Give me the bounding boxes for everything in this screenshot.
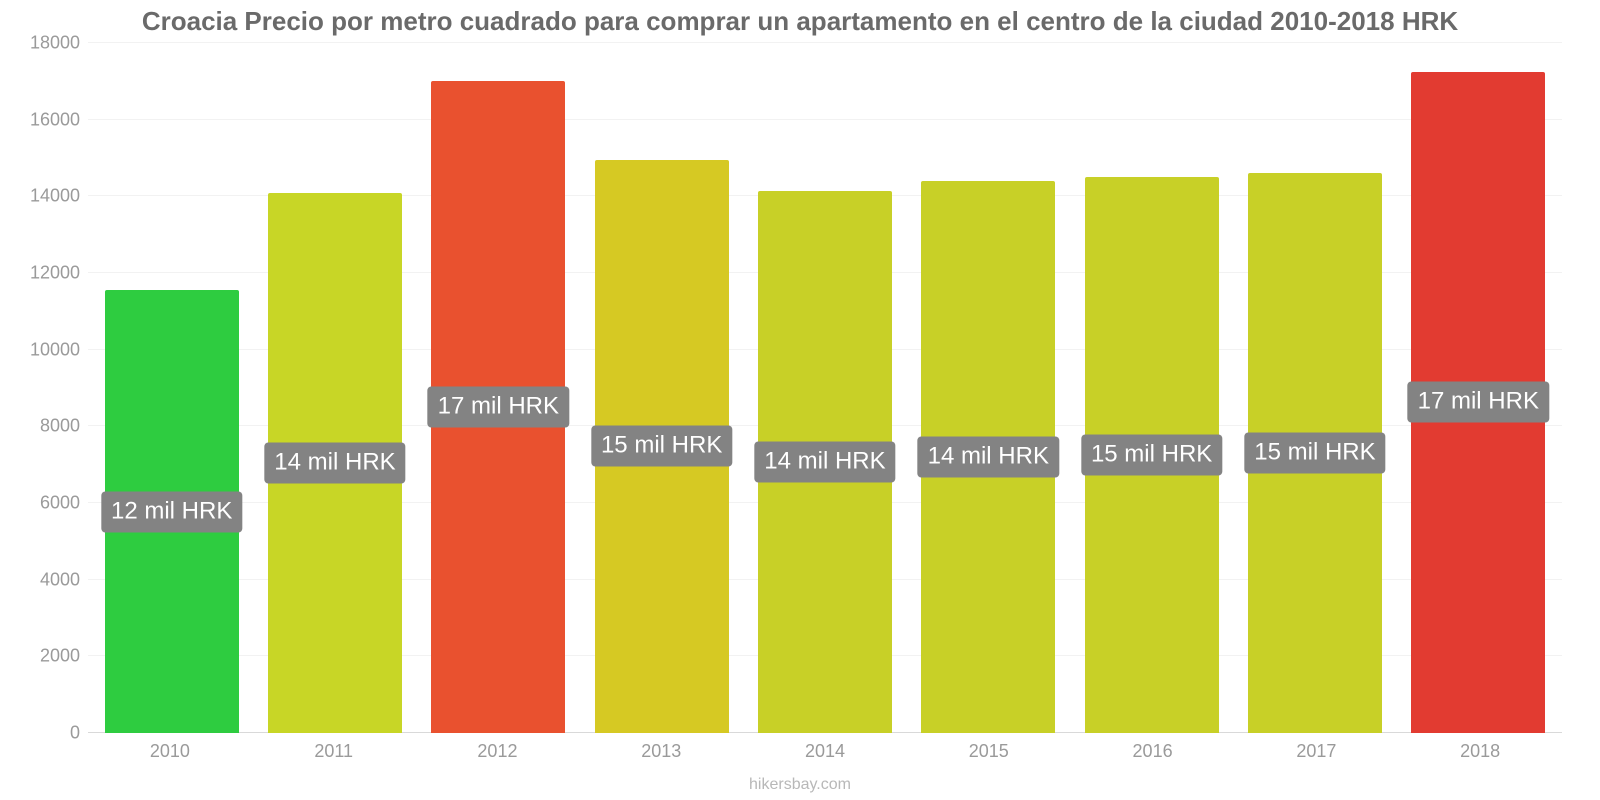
x-tick-label: 2014 (743, 741, 907, 762)
y-tick-label: 6000 (24, 493, 80, 514)
x-tick-label: 2010 (88, 741, 252, 762)
chart-container: Croacia Precio por metro cuadrado para c… (0, 0, 1600, 800)
watermark: hikersbay.com (0, 776, 1600, 794)
bar-slot: 15 mil HRK (1233, 43, 1396, 733)
y-tick-label: 12000 (24, 263, 80, 284)
bar-slot: 15 mil HRK (1070, 43, 1233, 733)
y-tick-label: 18000 (24, 33, 80, 54)
x-tick-label: 2013 (579, 741, 743, 762)
y-tick-label: 14000 (24, 186, 80, 207)
bar: 17 mil HRK (1411, 72, 1545, 733)
x-tick-label: 2017 (1234, 741, 1398, 762)
bar: 14 mil HRK (921, 181, 1055, 733)
bar-slot: 12 mil HRK (90, 43, 253, 733)
x-tick-label: 2015 (907, 741, 1071, 762)
bar: 12 mil HRK (105, 290, 239, 733)
y-tick-label: 0 (24, 723, 80, 744)
chart-title: Croacia Precio por metro cuadrado para c… (18, 6, 1582, 37)
bar-value-label: 17 mil HRK (428, 387, 569, 428)
bar-slot: 14 mil HRK (743, 43, 906, 733)
x-tick-label: 2012 (416, 741, 580, 762)
bar: 15 mil HRK (595, 160, 729, 733)
bar-slot: 14 mil HRK (907, 43, 1070, 733)
bar: 17 mil HRK (431, 81, 565, 733)
bar: 14 mil HRK (758, 191, 892, 733)
bar-value-label: 14 mil HRK (754, 441, 895, 482)
x-axis: 201020112012201320142015201620172018 (88, 741, 1562, 762)
bar: 15 mil HRK (1248, 173, 1382, 733)
y-tick-label: 16000 (24, 109, 80, 130)
y-tick-label: 10000 (24, 339, 80, 360)
y-tick-label: 4000 (24, 569, 80, 590)
bar-slot: 17 mil HRK (417, 43, 580, 733)
bar-slot: 14 mil HRK (253, 43, 416, 733)
bars-group: 12 mil HRK14 mil HRK17 mil HRK15 mil HRK… (88, 43, 1562, 733)
y-tick-label: 2000 (24, 646, 80, 667)
bar-slot: 15 mil HRK (580, 43, 743, 733)
bar-slot: 17 mil HRK (1397, 43, 1560, 733)
bar-value-label: 15 mil HRK (1081, 435, 1222, 476)
bar: 15 mil HRK (1085, 177, 1219, 733)
y-tick-label: 8000 (24, 416, 80, 437)
bar-value-label: 15 mil HRK (1244, 433, 1385, 474)
plot-area: 0200040006000800010000120001400016000180… (88, 43, 1562, 733)
bar: 14 mil HRK (268, 193, 402, 734)
x-tick-label: 2016 (1071, 741, 1235, 762)
bar-value-label: 17 mil HRK (1408, 382, 1549, 423)
x-tick-label: 2011 (252, 741, 416, 762)
x-tick-label: 2018 (1398, 741, 1562, 762)
bar-value-label: 14 mil HRK (264, 442, 405, 483)
bar-value-label: 15 mil HRK (591, 426, 732, 467)
bar-value-label: 12 mil HRK (101, 491, 242, 532)
bar-value-label: 14 mil HRK (918, 437, 1059, 478)
